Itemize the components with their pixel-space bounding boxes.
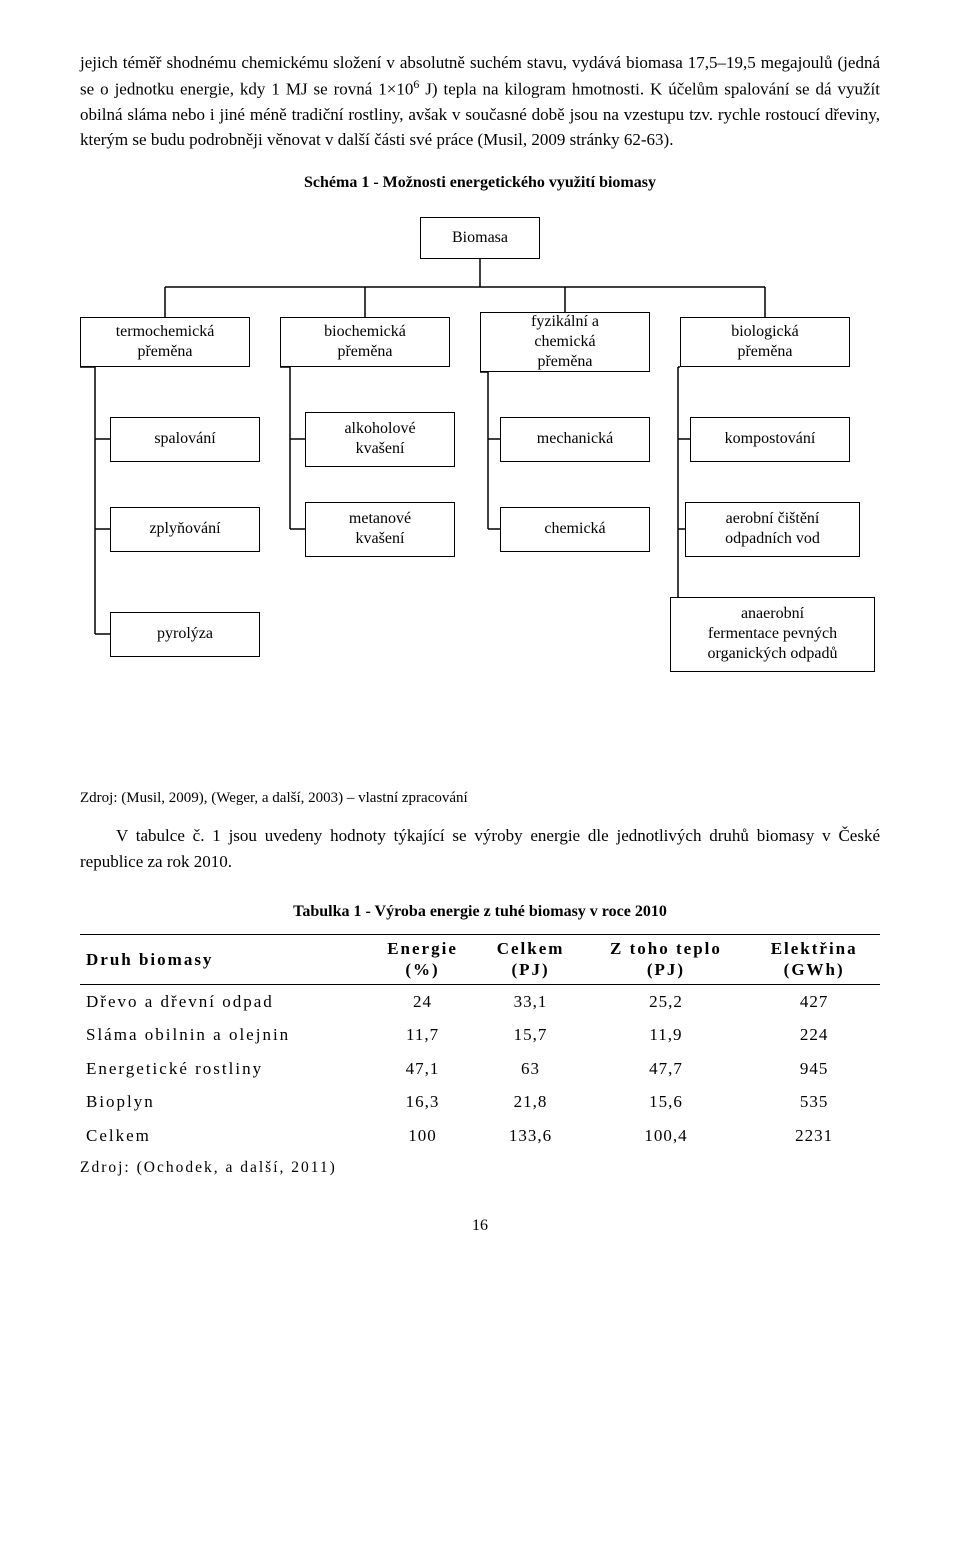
table-intro-paragraph: V tabulce č. 1 jsou uvedeny hodnoty týka… bbox=[80, 823, 880, 874]
col-teplo: Z toho teplo(PJ) bbox=[584, 935, 749, 985]
row-cell: 15,6 bbox=[584, 1085, 749, 1119]
row-cell: 2231 bbox=[748, 1119, 880, 1153]
node-chem: chemická bbox=[500, 507, 650, 552]
row-cell: 11,9 bbox=[584, 1018, 749, 1052]
table-body: Dřevo a dřevní odpad2433,125,2427Sláma o… bbox=[80, 984, 880, 1152]
node-pyro: pyrolýza bbox=[110, 612, 260, 657]
table-row: Bioplyn16,321,815,6535 bbox=[80, 1085, 880, 1119]
row-cell: 945 bbox=[748, 1052, 880, 1086]
node-metan: metanovékvašení bbox=[305, 502, 455, 557]
row-cell: 16,3 bbox=[368, 1085, 478, 1119]
page-number: 16 bbox=[80, 1214, 880, 1238]
col-celkem: Celkem(PJ) bbox=[478, 935, 584, 985]
schema-title: Schéma 1 - Možnosti energetického využit… bbox=[80, 171, 880, 195]
biomass-energy-table: Druh biomasy Energie(%) Celkem(PJ) Z toh… bbox=[80, 934, 880, 1152]
col-druh: Druh biomasy bbox=[80, 935, 368, 985]
row-cell: 21,8 bbox=[478, 1085, 584, 1119]
row-cell: 33,1 bbox=[478, 984, 584, 1018]
col-energie: Energie(%) bbox=[368, 935, 478, 985]
row-label: Bioplyn bbox=[80, 1085, 368, 1119]
table-row: Sláma obilnin a olejnin11,715,711,9224 bbox=[80, 1018, 880, 1052]
biomass-diagram: Biomasa termochemickápřeměna biochemická… bbox=[80, 217, 880, 777]
node-fyz: fyzikální achemickápřeměna bbox=[480, 312, 650, 372]
row-label: Sláma obilnin a olejnin bbox=[80, 1018, 368, 1052]
table-source: Zdroj: (Ochodek, a další, 2011) bbox=[80, 1156, 880, 1179]
node-biomasa: Biomasa bbox=[420, 217, 540, 259]
row-cell: 24 bbox=[368, 984, 478, 1018]
node-bio: biochemickápřeměna bbox=[280, 317, 450, 367]
node-termo: termochemickápřeměna bbox=[80, 317, 250, 367]
row-cell: 63 bbox=[478, 1052, 584, 1086]
row-label: Dřevo a dřevní odpad bbox=[80, 984, 368, 1018]
row-cell: 133,6 bbox=[478, 1119, 584, 1153]
row-label: Energetické rostliny bbox=[80, 1052, 368, 1086]
intro-paragraph: jejich téměř shodnému chemickému složení… bbox=[80, 50, 880, 153]
col-elektrina: Elektřina(GWh) bbox=[748, 935, 880, 985]
row-cell: 47,1 bbox=[368, 1052, 478, 1086]
row-cell: 100,4 bbox=[584, 1119, 749, 1153]
row-cell: 535 bbox=[748, 1085, 880, 1119]
node-mech: mechanická bbox=[500, 417, 650, 462]
node-aerob: aerobní čištěníodpadních vod bbox=[685, 502, 860, 557]
row-cell: 15,7 bbox=[478, 1018, 584, 1052]
row-cell: 25,2 bbox=[584, 984, 749, 1018]
row-cell: 11,7 bbox=[368, 1018, 478, 1052]
row-cell: 224 bbox=[748, 1018, 880, 1052]
node-anaerob: anaerobnífermentace pevnýchorganických o… bbox=[670, 597, 875, 672]
node-spalovani: spalování bbox=[110, 417, 260, 462]
diagram-source: Zdroj: (Musil, 2009), (Weger, a další, 2… bbox=[80, 787, 880, 810]
row-cell: 100 bbox=[368, 1119, 478, 1153]
table-row: Energetické rostliny47,16347,7945 bbox=[80, 1052, 880, 1086]
node-zplyn: zplyňování bbox=[110, 507, 260, 552]
node-kompost: kompostování bbox=[690, 417, 850, 462]
node-biolog: biologickápřeměna bbox=[680, 317, 850, 367]
table-title: Tabulka 1 - Výroba energie z tuhé biomas… bbox=[80, 900, 880, 924]
row-cell: 47,7 bbox=[584, 1052, 749, 1086]
row-cell: 427 bbox=[748, 984, 880, 1018]
table-row: Dřevo a dřevní odpad2433,125,2427 bbox=[80, 984, 880, 1018]
diagram-connectors bbox=[80, 217, 880, 777]
row-label: Celkem bbox=[80, 1119, 368, 1153]
node-alkohol: alkoholovékvašení bbox=[305, 412, 455, 467]
table-row: Celkem100133,6100,42231 bbox=[80, 1119, 880, 1153]
